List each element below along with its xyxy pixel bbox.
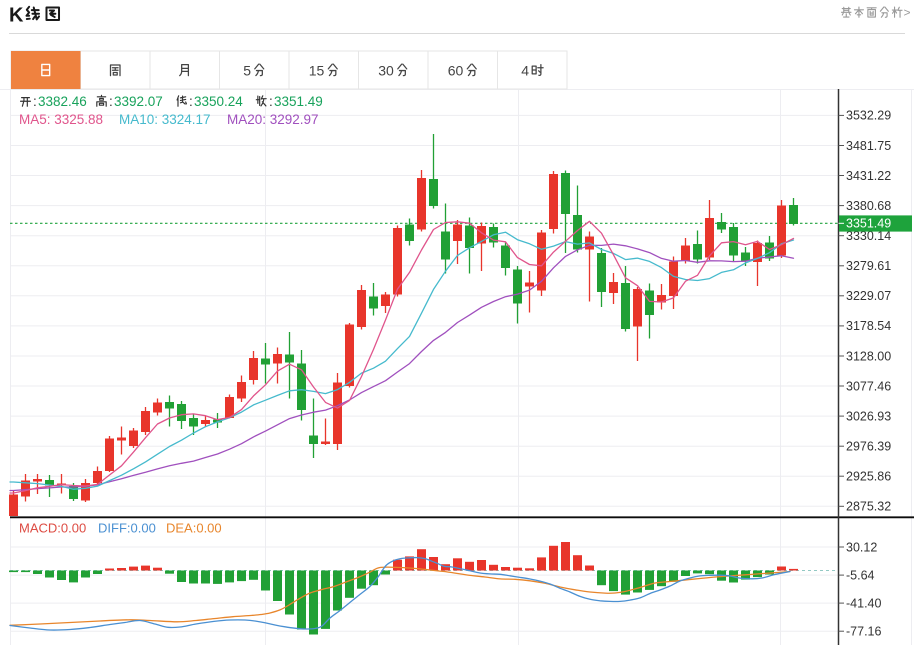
svg-text:3330.14: 3330.14 [846, 229, 891, 243]
svg-text:>: > [904, 6, 911, 20]
svg-text:30.12: 30.12 [846, 540, 877, 554]
svg-text:3380.68: 3380.68 [846, 199, 891, 213]
svg-text::: : [189, 94, 193, 109]
svg-text:3279.61: 3279.61 [846, 259, 891, 273]
svg-text:2875.32: 2875.32 [846, 500, 891, 514]
svg-text:3382.46: 3382.46 [38, 94, 87, 109]
svg-text:DEA:0.00: DEA:0.00 [166, 521, 222, 536]
svg-text:3351.49: 3351.49 [274, 94, 323, 109]
svg-text:3128.00: 3128.00 [846, 349, 891, 363]
svg-text:4: 4 [521, 63, 529, 79]
svg-text:MA20: 3292.97: MA20: 3292.97 [227, 112, 319, 127]
svg-text:3178.54: 3178.54 [846, 319, 891, 333]
svg-text:-5.64: -5.64 [846, 568, 875, 582]
svg-text:3431.22: 3431.22 [846, 169, 891, 183]
svg-text::: : [269, 94, 273, 109]
svg-text:60: 60 [448, 63, 464, 79]
svg-text::: : [109, 94, 113, 109]
svg-text:3350.24: 3350.24 [194, 94, 243, 109]
svg-text:3481.75: 3481.75 [846, 139, 891, 153]
svg-text:3532.29: 3532.29 [846, 109, 891, 123]
svg-text:2925.86: 2925.86 [846, 470, 891, 484]
svg-text:-77.16: -77.16 [846, 625, 881, 639]
svg-text:5: 5 [243, 63, 251, 79]
svg-text:30: 30 [378, 63, 394, 79]
svg-text:3026.93: 3026.93 [846, 409, 891, 423]
svg-text:MA5: 3325.88: MA5: 3325.88 [19, 112, 103, 127]
svg-text:3351.49: 3351.49 [846, 217, 891, 231]
svg-text:MACD:0.00: MACD:0.00 [19, 521, 86, 536]
svg-text::: : [33, 94, 37, 109]
svg-text:15: 15 [309, 63, 325, 79]
svg-text:3229.07: 3229.07 [846, 289, 891, 303]
svg-text:DIFF:0.00: DIFF:0.00 [98, 521, 156, 536]
svg-text:K: K [9, 5, 24, 27]
svg-text:3077.46: 3077.46 [846, 379, 891, 393]
svg-text:MA10: 3324.17: MA10: 3324.17 [119, 112, 211, 127]
svg-text:-41.40: -41.40 [846, 596, 881, 610]
svg-text:3392.07: 3392.07 [114, 94, 163, 109]
svg-text:2976.39: 2976.39 [846, 440, 891, 454]
